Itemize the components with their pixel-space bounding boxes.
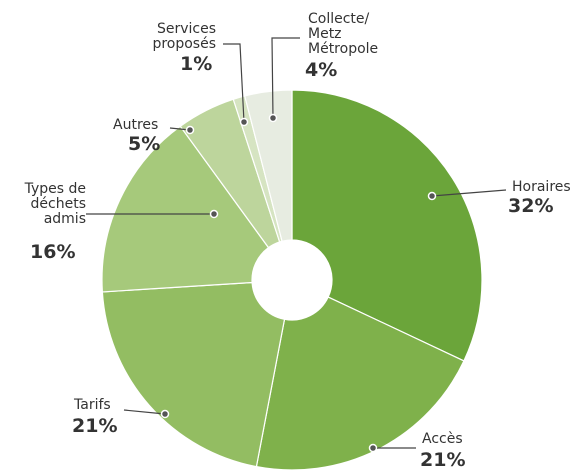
leader-line	[223, 43, 245, 123]
slice-label: Horaires	[512, 179, 571, 195]
slice	[244, 89, 293, 242]
slice-label: Accès	[422, 431, 463, 447]
label-dot	[239, 117, 249, 127]
label-dot	[209, 209, 219, 219]
slice	[291, 89, 483, 362]
slice-label: Autres	[113, 117, 159, 133]
value-label: 1%	[180, 53, 213, 75]
slice	[255, 296, 465, 471]
leader-line	[431, 189, 507, 197]
value-label: 32%	[508, 195, 554, 217]
slice-label: Services proposés	[152, 21, 216, 52]
value-label: 21%	[420, 449, 466, 471]
label-dot	[368, 443, 378, 453]
value-label: 5%	[128, 133, 161, 155]
label-dot	[185, 125, 195, 135]
leader-line	[123, 409, 166, 415]
label-dot	[427, 191, 437, 201]
slice-label: Collecte/ Metz Métropole	[308, 11, 379, 57]
label-dot	[160, 409, 170, 419]
value-label: 4%	[305, 59, 338, 81]
label-dot	[268, 113, 278, 123]
slice-label: Tarifs	[74, 397, 111, 413]
slice	[101, 281, 286, 468]
value-label: 21%	[72, 415, 118, 437]
slice	[101, 125, 270, 293]
value-label: 16%	[30, 241, 76, 263]
leader-line	[271, 37, 300, 119]
slice-label: Types de déchets admis	[24, 181, 86, 227]
